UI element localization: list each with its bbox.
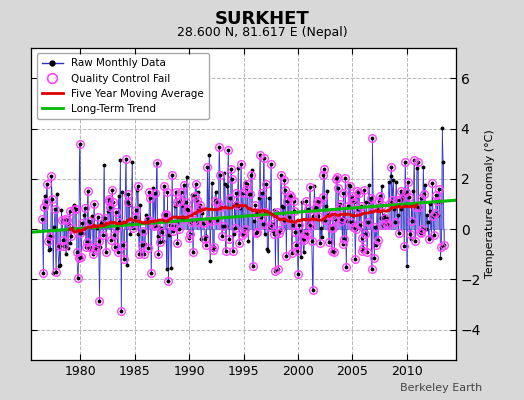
Text: SURKHET: SURKHET (215, 10, 309, 28)
Text: 28.600 N, 81.617 E (Nepal): 28.600 N, 81.617 E (Nepal) (177, 26, 347, 39)
Y-axis label: Temperature Anomaly (°C): Temperature Anomaly (°C) (485, 130, 495, 278)
Legend: Raw Monthly Data, Quality Control Fail, Five Year Moving Average, Long-Term Tren: Raw Monthly Data, Quality Control Fail, … (37, 53, 209, 119)
Text: Berkeley Earth: Berkeley Earth (400, 383, 482, 393)
